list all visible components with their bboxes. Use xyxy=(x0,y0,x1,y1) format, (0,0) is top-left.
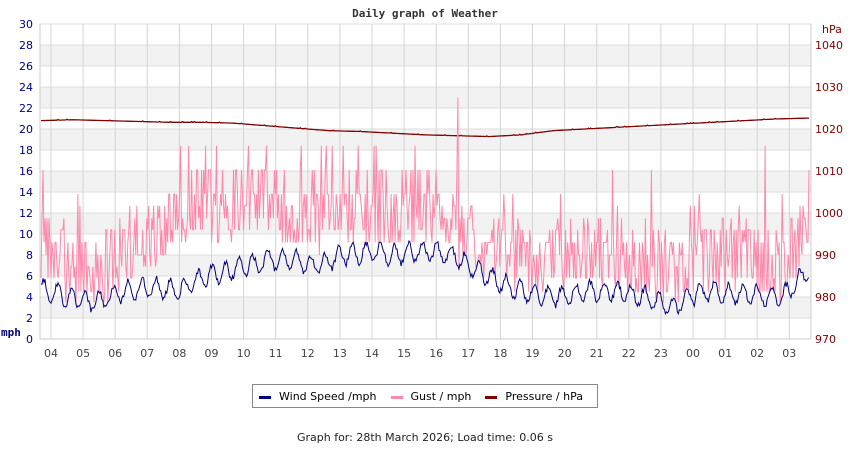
svg-text:10: 10 xyxy=(237,347,251,360)
svg-text:07: 07 xyxy=(140,347,154,360)
right-y-axis: 970 980 990 1000 1010 1020 1030 1040 xyxy=(815,39,843,346)
svg-text:14: 14 xyxy=(365,347,379,360)
chart-legend: Wind Speed /mph Gust / mph Pressure / hP… xyxy=(252,384,598,408)
svg-text:02: 02 xyxy=(750,347,764,360)
svg-text:1020: 1020 xyxy=(815,123,843,136)
legend-label-wind-speed: Wind Speed /mph xyxy=(279,389,377,403)
svg-text:26: 26 xyxy=(19,60,33,73)
wind-speed-series-line xyxy=(40,240,810,316)
svg-text:00: 00 xyxy=(686,347,700,360)
svg-text:21: 21 xyxy=(590,347,604,360)
x-axis: 04 05 06 07 08 09 10 11 12 13 14 15 16 17 18 19 20 21 22 23… xyxy=(44,347,796,360)
pressure-swatch-icon xyxy=(485,396,498,399)
svg-text:23: 23 xyxy=(654,347,668,360)
legend-label-gust: Gust / mph xyxy=(410,389,472,403)
svg-text:08: 08 xyxy=(172,347,186,360)
svg-text:22: 22 xyxy=(622,347,636,360)
chart-title: Daily graph of Weather xyxy=(352,7,498,20)
svg-text:2: 2 xyxy=(26,312,33,325)
svg-text:24: 24 xyxy=(19,81,33,94)
svg-text:16: 16 xyxy=(429,347,443,360)
svg-text:14: 14 xyxy=(19,186,33,199)
legend-item-wind-speed[interactable]: Wind Speed /mph xyxy=(259,390,377,403)
svg-text:12: 12 xyxy=(19,207,33,220)
legend-item-pressure[interactable]: Pressure / hPa xyxy=(485,390,583,403)
svg-text:01: 01 xyxy=(718,347,732,360)
svg-text:1040: 1040 xyxy=(815,39,843,52)
svg-text:06: 06 xyxy=(108,347,122,360)
plot-background xyxy=(40,24,811,339)
svg-text:980: 980 xyxy=(815,291,836,304)
svg-text:09: 09 xyxy=(205,347,219,360)
svg-text:04: 04 xyxy=(44,347,58,360)
svg-text:990: 990 xyxy=(815,249,836,262)
wind-speed-swatch-icon xyxy=(259,396,271,399)
svg-text:17: 17 xyxy=(461,347,475,360)
svg-text:15: 15 xyxy=(397,347,411,360)
svg-text:22: 22 xyxy=(19,102,33,115)
svg-text:13: 13 xyxy=(333,347,347,360)
svg-text:8: 8 xyxy=(26,249,33,262)
svg-text:03: 03 xyxy=(782,347,796,360)
gust-series-line xyxy=(40,97,810,303)
gust-swatch-icon xyxy=(390,396,403,399)
svg-text:0: 0 xyxy=(26,333,33,346)
svg-text:05: 05 xyxy=(76,347,90,360)
legend-label-pressure: Pressure / hPa xyxy=(505,389,583,403)
svg-text:970: 970 xyxy=(815,333,836,346)
svg-text:19: 19 xyxy=(526,347,540,360)
svg-text:10: 10 xyxy=(19,228,33,241)
svg-text:28: 28 xyxy=(19,39,33,52)
svg-text:18: 18 xyxy=(19,144,33,157)
svg-text:1010: 1010 xyxy=(815,165,843,178)
svg-text:16: 16 xyxy=(19,165,33,178)
svg-text:6: 6 xyxy=(26,270,33,283)
svg-text:18: 18 xyxy=(493,347,507,360)
svg-text:12: 12 xyxy=(301,347,315,360)
svg-text:11: 11 xyxy=(269,347,283,360)
svg-text:1030: 1030 xyxy=(815,81,843,94)
pressure-series-line xyxy=(41,117,809,138)
svg-text:20: 20 xyxy=(19,123,33,136)
legend-item-gust[interactable]: Gust / mph xyxy=(390,389,472,403)
svg-text:4: 4 xyxy=(26,291,33,304)
svg-text:20: 20 xyxy=(558,347,572,360)
footer-status: Graph for: 28th March 2026; Load time: 0… xyxy=(296,431,554,444)
right-axis-unit-label: hPa xyxy=(822,23,842,36)
svg-text:1000: 1000 xyxy=(815,207,843,220)
svg-text:30: 30 xyxy=(19,18,33,31)
left-axis-unit-label: mph xyxy=(1,326,21,339)
